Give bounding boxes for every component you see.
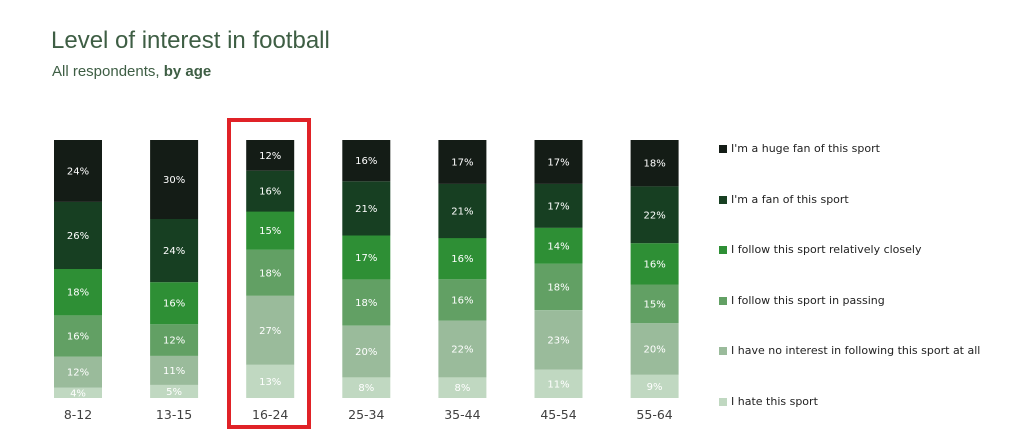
data-label: 9% [647,382,663,393]
data-label: 24% [67,167,89,178]
data-label: 17% [355,253,377,264]
legend-label: I'm a fan of this sport [731,193,849,206]
data-label: 21% [355,204,377,215]
data-label: 22% [451,345,473,356]
data-label: 16% [451,254,473,265]
data-label: 17% [547,201,569,212]
legend-item: I hate this sport [719,395,980,445]
data-label: 5% [166,387,182,398]
legend-label: I'm a huge fan of this sport [731,142,880,155]
category-label: 45-54 [540,407,576,422]
data-label: 4% [70,388,86,399]
data-label: 20% [643,345,665,356]
data-label: 22% [643,210,665,221]
data-label: 17% [547,157,569,168]
data-label: 17% [451,157,473,168]
data-label: 11% [547,379,569,390]
category-label: 25-34 [348,407,384,422]
data-label: 30% [163,175,185,186]
data-label: 18% [547,283,569,294]
stacked-bar-chart: 4% 12% 16% 18% 26% 24% 8-12 5% 11% 12% 16% 24% 30% 13… [0,0,712,444]
legend-swatch [719,196,727,204]
data-label: 16% [67,332,89,343]
data-label: 24% [163,246,185,257]
data-label: 16% [643,259,665,270]
data-label: 12% [67,368,89,379]
category-label: 13-15 [156,407,192,422]
data-label: 15% [643,299,665,310]
data-label: 16% [451,296,473,307]
data-label: 18% [355,298,377,309]
legend: I'm a huge fan of this sport I'm a fan of… [719,142,980,445]
legend-item: I follow this sport relatively closely [719,243,980,294]
legend-label: I hate this sport [731,395,818,408]
data-label: 18% [643,159,665,170]
legend-item: I have no interest in following this spo… [719,344,980,395]
legend-item: I follow this sport in passing [719,294,980,345]
category-label: 55-64 [636,407,672,422]
data-label: 20% [355,347,377,358]
legend-label: I follow this sport in passing [731,294,885,307]
data-label: 23% [547,335,569,346]
legend-swatch [719,347,727,355]
data-label: 16% [163,299,185,310]
highlight-box [227,118,311,429]
data-label: 21% [451,207,473,218]
legend-swatch [719,297,727,305]
legend-item: I'm a fan of this sport [719,193,980,244]
data-label: 14% [547,241,569,252]
legend-label: I follow this sport relatively closely [731,243,921,256]
legend-swatch [719,246,727,254]
data-label: 18% [67,288,89,299]
data-label: 11% [163,366,185,377]
data-label: 26% [67,231,89,242]
data-label: 8% [454,383,470,394]
legend-swatch [719,398,727,406]
data-label: 16% [355,156,377,167]
data-label: 12% [163,336,185,347]
category-label: 35-44 [444,407,480,422]
data-label: 8% [358,383,374,394]
category-label: 8-12 [64,407,92,422]
legend-label: I have no interest in following this spo… [731,344,980,357]
legend-item: I'm a huge fan of this sport [719,142,980,193]
legend-swatch [719,145,727,153]
